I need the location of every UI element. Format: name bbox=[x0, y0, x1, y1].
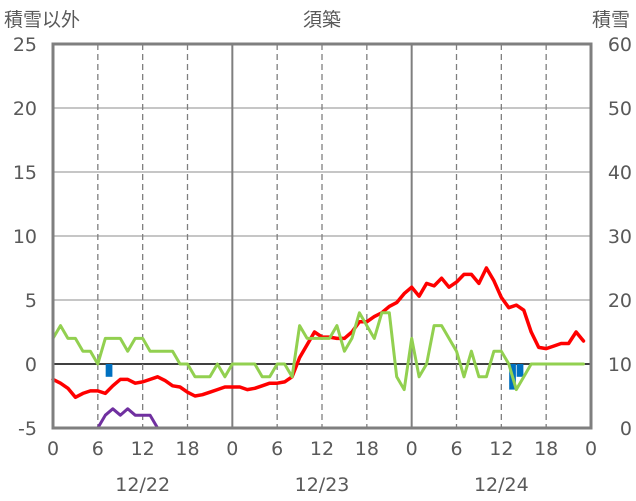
left-tick-label: 10 bbox=[13, 226, 37, 248]
x-tick-label: 0 bbox=[226, 438, 238, 460]
series-line-1 bbox=[51, 311, 585, 392]
right-tick-label: 10 bbox=[608, 354, 632, 376]
grid bbox=[53, 44, 591, 428]
right-tick-label: 20 bbox=[608, 290, 632, 312]
x-tick-label: 0 bbox=[585, 438, 597, 460]
series-line-0 bbox=[51, 266, 586, 400]
x-tick-label: 0 bbox=[406, 438, 418, 460]
right-tick-label: 0 bbox=[620, 418, 632, 440]
right-axis-title: 積雪 bbox=[592, 9, 630, 31]
left-tick-label: -5 bbox=[18, 418, 37, 440]
x-tick-label: 12 bbox=[131, 438, 155, 460]
left-tick-label: 15 bbox=[13, 162, 37, 184]
bar bbox=[105, 364, 113, 377]
x-tick-label: 18 bbox=[534, 438, 558, 460]
date-label: 12/22 bbox=[115, 474, 170, 496]
right-tick-label: 60 bbox=[608, 34, 632, 56]
x-tick-label: 12 bbox=[489, 438, 513, 460]
left-tick-label: 0 bbox=[25, 354, 37, 376]
x-tick-label: 12 bbox=[310, 438, 334, 460]
chart-title: 須築 bbox=[303, 9, 341, 31]
left-axis-title: 積雪以外 bbox=[4, 9, 80, 31]
right-tick-label: 30 bbox=[608, 226, 632, 248]
x-tick-label: 6 bbox=[92, 438, 104, 460]
bar bbox=[516, 364, 524, 377]
left-tick-label: 25 bbox=[13, 34, 37, 56]
x-tick-label: 18 bbox=[175, 438, 199, 460]
left-tick-label: 5 bbox=[25, 290, 37, 312]
x-tick-label: 6 bbox=[450, 438, 462, 460]
x-tick-label: 18 bbox=[355, 438, 379, 460]
x-tick-label: 6 bbox=[271, 438, 283, 460]
right-tick-label: 50 bbox=[608, 98, 632, 120]
plot-frame bbox=[51, 42, 593, 430]
date-label: 12/24 bbox=[474, 474, 529, 496]
left-tick-label: 20 bbox=[13, 98, 37, 120]
x-tick-label: 0 bbox=[47, 438, 59, 460]
right-tick-label: 40 bbox=[608, 162, 632, 184]
date-label: 12/23 bbox=[295, 474, 350, 496]
